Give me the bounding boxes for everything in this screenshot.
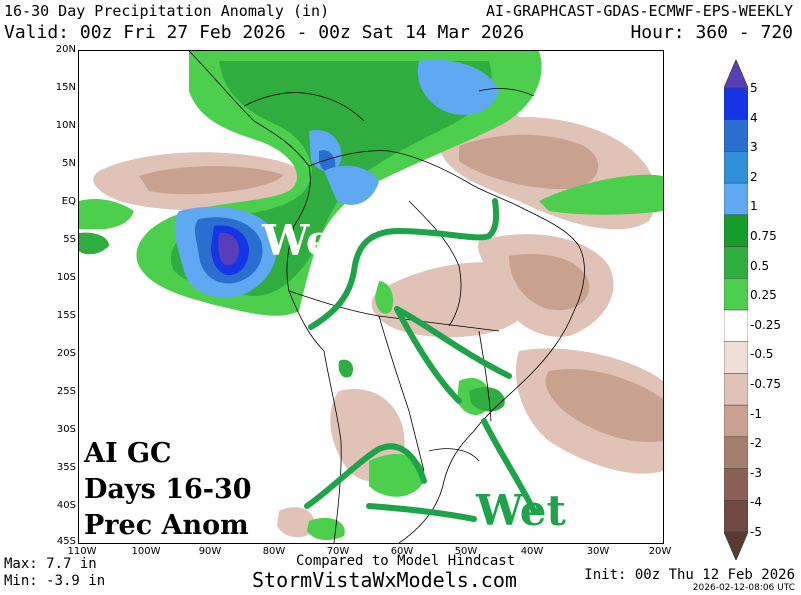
lon-label: 50W bbox=[454, 546, 478, 557]
annotation-line: Days 16-30 bbox=[84, 474, 252, 505]
lon-label: 90W bbox=[198, 546, 222, 557]
lon-label: 30W bbox=[586, 546, 610, 557]
legend-swatch bbox=[724, 468, 748, 501]
lat-label: 5S bbox=[63, 234, 76, 245]
lat-label: EQ bbox=[61, 196, 76, 207]
legend-label: 3 bbox=[750, 140, 758, 155]
lat-label: 35S bbox=[56, 462, 76, 473]
legend-label: -0.75 bbox=[750, 377, 782, 391]
legend-label: 4 bbox=[750, 110, 758, 125]
legend-label: 5 bbox=[750, 81, 758, 95]
lat-label: 40S bbox=[56, 500, 76, 511]
annotation-line: Prec Anom bbox=[84, 510, 249, 541]
lon-label: 80W bbox=[262, 546, 286, 557]
lon-label: 20W bbox=[648, 546, 672, 557]
legend-label: 0.75 bbox=[750, 229, 777, 243]
lat-label: 10S bbox=[56, 272, 76, 283]
legend-label: -1 bbox=[750, 406, 762, 421]
lat-label: 20N bbox=[55, 44, 76, 55]
model-annotation: AI GC Days 16-30 Prec Anom bbox=[84, 436, 252, 544]
heavy-wet-regions bbox=[174, 59, 499, 298]
lat-label: 5N bbox=[62, 158, 76, 169]
legend-swatch bbox=[724, 60, 748, 89]
legend-swatch bbox=[724, 87, 748, 120]
lat-label: 25S bbox=[56, 386, 76, 397]
map-canvas bbox=[79, 51, 663, 543]
legend-swatch bbox=[724, 119, 748, 152]
valid-period: Valid: 00z Fri 27 Feb 2026 - 00z Sat 14 … bbox=[4, 22, 525, 43]
legend-label: 0.5 bbox=[750, 258, 770, 273]
legend-swatch bbox=[724, 278, 748, 311]
legend-swatch bbox=[724, 246, 748, 279]
lon-label: 70W bbox=[326, 546, 350, 557]
legend-swatch bbox=[724, 404, 748, 438]
legend-label: -0.5 bbox=[750, 347, 774, 362]
legend-swatch bbox=[724, 309, 748, 342]
wet-annotation-label: Wet bbox=[476, 486, 566, 535]
lat-label: 15S bbox=[56, 310, 76, 321]
legend-swatch bbox=[724, 531, 748, 560]
model-name: AI-GRAPHCAST-GDAS-ECMWF-EPS-WEEKLY bbox=[485, 2, 793, 20]
precip-anomaly-map bbox=[78, 50, 664, 544]
legend-swatch bbox=[724, 214, 748, 247]
legend-swatch bbox=[724, 182, 748, 216]
lat-label: 45S bbox=[56, 536, 76, 547]
legend-label: -2 bbox=[750, 436, 762, 451]
lon-label: 60W bbox=[390, 546, 414, 557]
legend-label: 1 bbox=[750, 199, 758, 214]
lon-label: 40W bbox=[520, 546, 544, 557]
coastlines bbox=[188, 51, 585, 543]
max-value: Max: 7.7 in bbox=[4, 556, 97, 572]
lat-label: 15N bbox=[55, 82, 76, 93]
annotation-arrows bbox=[304, 198, 537, 522]
wet-annotation-label: Wet bbox=[262, 216, 352, 265]
legend-swatch bbox=[724, 341, 748, 374]
min-value: Min: -3.9 in bbox=[4, 573, 106, 589]
color-legend bbox=[724, 60, 748, 560]
map-title: 16-30 Day Precipitation Anomaly (in) bbox=[4, 2, 330, 20]
site-credit: StormVistaWxModels.com bbox=[252, 568, 517, 592]
legend-label: -4 bbox=[750, 495, 762, 510]
legend-label: 2 bbox=[750, 169, 758, 184]
lat-label: 20S bbox=[56, 348, 76, 359]
legend-label: -5 bbox=[750, 525, 762, 539]
legend-swatch bbox=[724, 151, 748, 184]
forecast-hours: Hour: 360 - 720 bbox=[630, 22, 793, 43]
legend-label: -3 bbox=[750, 465, 762, 480]
lat-label: 10N bbox=[55, 120, 76, 131]
legend-label: 0.25 bbox=[750, 288, 777, 303]
annotation-line: AI GC bbox=[84, 438, 172, 469]
legend-label: -0.25 bbox=[750, 317, 782, 332]
legend-swatch bbox=[724, 500, 748, 533]
init-time: Init: 00z Thu 12 Feb 2026 bbox=[584, 567, 795, 583]
lon-label: 100W bbox=[131, 546, 161, 557]
generated-timestamp: 2026-02-12-08:06 UTC bbox=[692, 583, 795, 593]
legend-swatch bbox=[724, 436, 748, 469]
legend-swatch bbox=[724, 373, 748, 406]
lon-label: 110W bbox=[67, 546, 97, 557]
hindcast-note: Compared to Model Hindcast bbox=[296, 553, 516, 569]
lat-label: 30S bbox=[56, 424, 76, 435]
